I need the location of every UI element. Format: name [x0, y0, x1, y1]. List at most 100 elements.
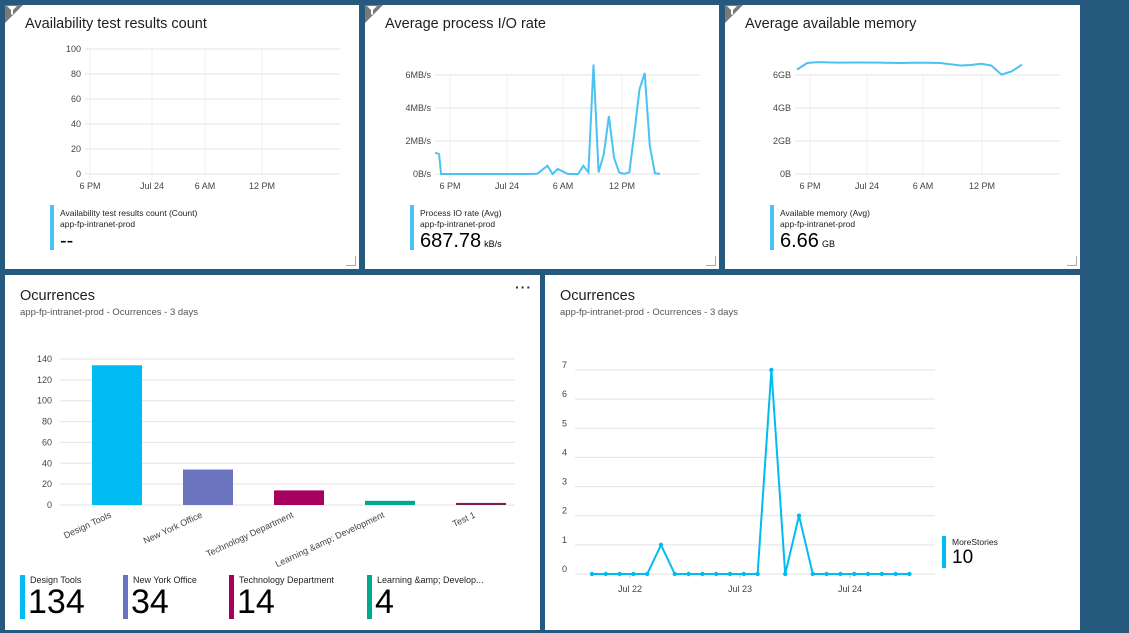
availability-tile[interactable]: Availability test results count 100 80 60 4…	[5, 5, 359, 269]
x-tick-label: 6 AM	[553, 181, 574, 191]
io-rate-legend: Process IO rate (Avg) app-fp-intranet-pr…	[410, 205, 710, 255]
y-tick-label: 0	[76, 169, 81, 179]
y-tick-label: 2	[562, 506, 567, 516]
data-point	[700, 571, 705, 577]
data-point	[645, 571, 650, 577]
y-tick-label: 4	[562, 447, 567, 457]
data-point	[686, 571, 691, 577]
data-point	[838, 571, 843, 577]
data-point	[672, 571, 677, 577]
data-point	[741, 571, 746, 577]
legend-color-bar	[50, 205, 54, 250]
occurrences-line-chart: 0 1 2 3 4 5 6 7 Jul 22 Jul 23 Jul 24	[562, 360, 935, 594]
y-tick-label: 60	[42, 437, 52, 447]
x-tick-label: Test 1	[451, 510, 477, 529]
legend-series-name: Available memory (Avg)	[780, 208, 870, 218]
x-tick-label: Jul 24	[140, 181, 164, 191]
io-rate-tile[interactable]: Average process I/O rate 6MB/s 4MB/s 2MB/s…	[365, 5, 719, 269]
legend-label: Design Tools	[30, 575, 82, 585]
legend-value: 4	[375, 583, 394, 621]
tile-subtitle: app-fp-intranet-prod - Ocurrences - 3 da…	[560, 307, 738, 318]
legend-series-name: Availability test results count (Count)	[60, 208, 198, 218]
legend-series-name: Process IO rate (Avg)	[420, 208, 502, 218]
x-tick-label: 6 PM	[439, 181, 460, 191]
legend-value: 34	[131, 583, 169, 621]
legend-value: 687.78 kB/s	[420, 230, 502, 252]
data-point	[865, 571, 871, 577]
occurrences-bar-tile[interactable]: Ocurrences app-fp-intranet-prod - Ocurre…	[5, 275, 540, 630]
bar	[365, 500, 415, 505]
legend-resource-name: app-fp-intranet-prod	[420, 219, 496, 229]
bar	[183, 469, 233, 505]
y-tick-label: 6GB	[773, 70, 791, 80]
legend-label: Learning &amp; Develop...	[377, 575, 484, 585]
resize-handle[interactable]	[1067, 256, 1077, 266]
x-tick-label: Technology Department	[204, 510, 295, 559]
resize-handle[interactable]	[706, 256, 716, 266]
y-tick-label: 4MB/s	[405, 103, 431, 113]
memory-tile[interactable]: Average available memory 6GB 4GB 2GB 0B 6 PM…	[725, 5, 1080, 269]
tile-subtitle: app-fp-intranet-prod - Ocurrences - 3 da…	[20, 307, 198, 318]
io-rate-chart: 6MB/s 4MB/s 2MB/s 0B/s 6 PM Jul 24 6 AM 12 PM	[405, 64, 700, 191]
legend-color-bar	[123, 575, 128, 619]
tile-title: Ocurrences	[560, 288, 635, 304]
tile-title: Average process I/O rate	[385, 16, 546, 32]
filter-icon	[367, 6, 377, 15]
y-tick-label: 120	[37, 375, 52, 385]
series-line	[796, 61, 1023, 76]
occurrences-bar-chart: 0 20 40 60 80 100 120 140 Design Tools New York O…	[37, 354, 515, 569]
data-point	[824, 571, 829, 577]
y-tick-label: 0B/s	[413, 169, 432, 179]
y-tick-label: 40	[42, 458, 52, 468]
bar	[456, 502, 506, 505]
data-point	[769, 367, 774, 373]
data-point	[852, 571, 857, 577]
legend-value: 10	[952, 547, 974, 568]
data-point	[658, 542, 664, 548]
legend-series-name: MoreStories	[952, 537, 998, 547]
filter-corner	[365, 5, 383, 23]
x-tick-label: 6 PM	[79, 181, 100, 191]
resize-handle[interactable]	[346, 256, 356, 266]
y-tick-label: 20	[71, 144, 81, 154]
data-point	[603, 571, 608, 577]
y-tick-label: 100	[66, 44, 81, 54]
memory-legend: Available memory (Avg) app-fp-intranet-p…	[770, 205, 1070, 255]
occurrences-line-tile[interactable]: Ocurrences app-fp-intranet-prod - Ocurre…	[545, 275, 1080, 630]
y-tick-label: 20	[42, 479, 52, 489]
series-line	[592, 369, 910, 575]
data-point	[893, 571, 898, 577]
legend-value: 6.66 GB	[780, 230, 835, 252]
y-tick-label: 0	[562, 564, 567, 574]
data-point	[631, 571, 636, 577]
x-tick-label: Jul 23	[728, 584, 752, 594]
y-tick-label: 140	[37, 354, 52, 364]
x-tick-label: Jul 24	[838, 584, 862, 594]
data-point	[589, 571, 595, 577]
y-tick-label: 0B	[780, 169, 791, 179]
filter-corner	[725, 5, 743, 23]
legend-value: 14	[237, 583, 275, 621]
y-tick-label: 5	[562, 418, 567, 428]
data-point	[727, 571, 733, 577]
legend-resource-name: app-fp-intranet-prod	[60, 219, 136, 229]
series-line	[434, 64, 661, 176]
y-tick-label: 3	[562, 477, 567, 487]
legend-label: New York Office	[133, 575, 197, 585]
legend-color-bar	[229, 575, 234, 619]
y-tick-label: 2MB/s	[405, 136, 431, 146]
y-tick-label: 6	[562, 389, 567, 399]
y-tick-label: 40	[71, 119, 81, 129]
x-tick-label: 12 PM	[969, 181, 995, 191]
data-point	[810, 571, 815, 577]
more-options-icon[interactable]: ···	[515, 279, 532, 295]
y-tick-label: 0	[47, 500, 52, 510]
filter-corner	[5, 5, 23, 23]
legend-label: Technology Department	[239, 575, 335, 585]
x-tick-label: Jul 22	[618, 584, 642, 594]
data-point	[617, 571, 622, 577]
bar	[274, 490, 324, 505]
tile-title: Average available memory	[745, 16, 917, 32]
y-tick-label: 2GB	[773, 136, 791, 146]
x-tick-label: Jul 24	[855, 181, 879, 191]
